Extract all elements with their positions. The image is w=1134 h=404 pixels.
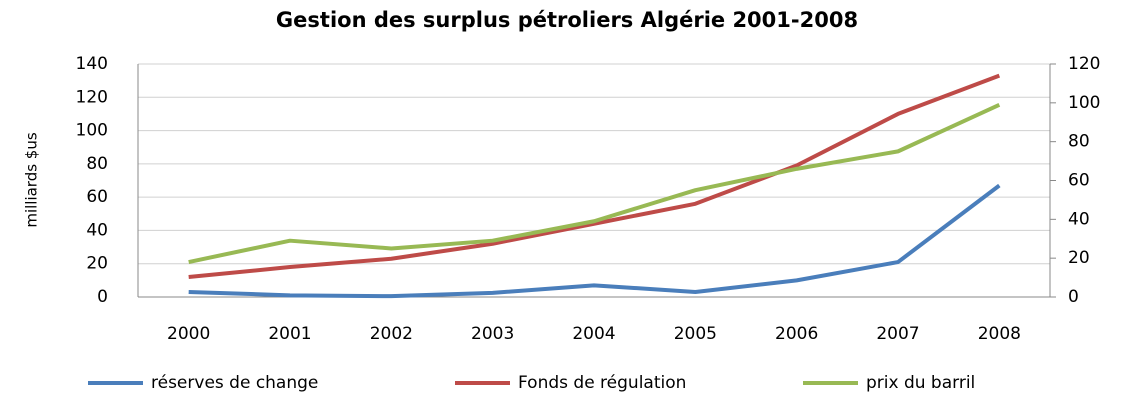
legend-label: prix du barril	[866, 373, 975, 393]
y2-tick-label: 20	[1068, 248, 1090, 268]
y-tick-label: 0	[97, 287, 108, 307]
y2-tick-label: 40	[1068, 209, 1090, 229]
x-tick-label: 2001	[268, 324, 311, 344]
y-tick-label: 100	[76, 121, 108, 141]
legend-label: réserves de change	[151, 373, 318, 393]
y-tick-label: 140	[76, 54, 108, 74]
chart-title: Gestion des surplus pétroliers Algérie 2…	[276, 8, 858, 32]
y-tick-label: 40	[86, 220, 108, 240]
x-tick-label: 2008	[978, 324, 1021, 344]
y-axis-label: milliards $us	[23, 132, 41, 228]
x-tick-label: 2002	[370, 324, 413, 344]
y-tick-label: 120	[76, 87, 108, 107]
legend-label: Fonds de régulation	[518, 373, 686, 393]
series-line	[188, 183, 1001, 299]
x-tick-label: 2004	[572, 324, 615, 344]
x-tick-label: 2005	[674, 324, 717, 344]
y2-tick-label: 80	[1068, 132, 1090, 152]
y-tick-label: 80	[86, 154, 108, 174]
y2-tick-label: 0	[1068, 287, 1079, 307]
y2-tick-label: 60	[1068, 171, 1090, 191]
y2-tick-label: 100	[1068, 93, 1100, 113]
x-tick-label: 2000	[167, 324, 210, 344]
y2-tick-label: 120	[1068, 54, 1100, 74]
x-tick-label: 2007	[876, 324, 919, 344]
series-line	[188, 102, 1001, 265]
series-line	[188, 73, 1001, 280]
x-tick-label: 2003	[471, 324, 514, 344]
x-tick-label: 2006	[775, 324, 818, 344]
y-tick-label: 20	[86, 254, 108, 274]
y-tick-label: 60	[86, 187, 108, 207]
